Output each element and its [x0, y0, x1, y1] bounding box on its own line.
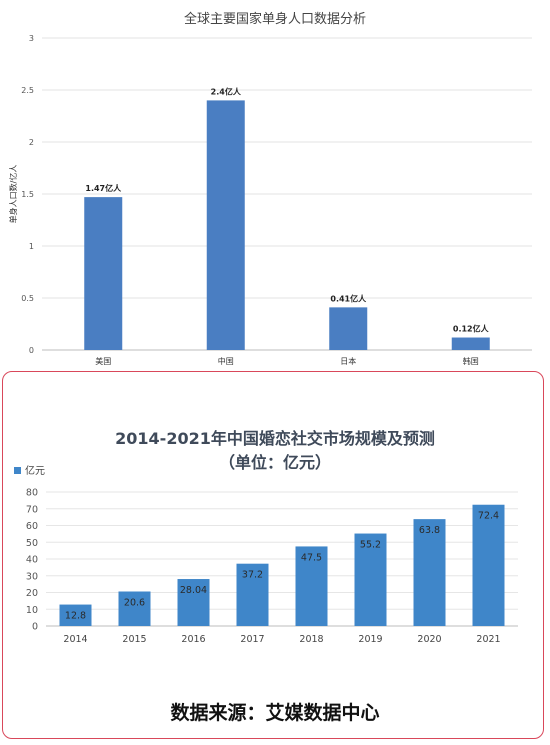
data-source: 数据来源：艾媒数据中心 — [170, 702, 380, 724]
data-label: 63.8 — [419, 525, 440, 536]
y-tick-label: 2.5 — [21, 86, 34, 95]
y-tick-label: 30 — [26, 571, 38, 582]
bar — [177, 579, 210, 626]
data-label: 12.8 — [65, 611, 86, 622]
y-tick-label: 0 — [29, 346, 34, 355]
market-chart-frame — [2, 371, 544, 739]
bar — [236, 563, 269, 626]
x-tick-label: 2019 — [358, 634, 382, 645]
x-tick-label: 2016 — [181, 634, 205, 645]
y-tick-label: 20 — [26, 588, 38, 599]
y-tick-label: 80 — [26, 488, 38, 499]
x-tick-label: 中国 — [218, 356, 234, 366]
data-label: 0.12亿人 — [453, 324, 490, 334]
data-label: 2.4亿人 — [211, 86, 242, 96]
y-tick-label: 1.5 — [21, 190, 34, 199]
data-label: 72.4 — [478, 511, 499, 522]
x-tick-label: 2015 — [122, 634, 146, 645]
bar — [295, 546, 328, 626]
x-tick-label: 2021 — [476, 634, 500, 645]
y-axis-label: 单身人口数/亿人 — [8, 165, 18, 224]
legend-label: 亿元 — [25, 464, 45, 477]
chart1-title: 全球主要国家单身人口数据分析 — [183, 12, 366, 27]
chart2-subtitle: （单位：亿元） — [218, 453, 331, 472]
x-tick-label: 2017 — [240, 634, 264, 645]
y-tick-label: 1 — [29, 242, 34, 251]
y-tick-label: 0.5 — [21, 294, 34, 303]
y-tick-label: 3 — [29, 34, 34, 43]
x-tick-label: 2014 — [63, 634, 87, 645]
market-size-chart: 亿元 0 10 20 30 40 50 60 70 80 12.8 2014 20.6 2015 28.04… — [14, 464, 518, 645]
data-label: 1.47亿人 — [85, 183, 122, 193]
y-tick-label: 50 — [26, 538, 38, 549]
y-tick-label: 0 — [32, 622, 38, 633]
x-tick-label: 2020 — [417, 634, 441, 645]
data-label: 20.6 — [124, 597, 145, 608]
y-tick-label: 2 — [29, 138, 34, 147]
bar — [451, 337, 490, 350]
data-label: 47.5 — [301, 552, 322, 563]
x-tick-label: 2018 — [299, 634, 323, 645]
x-tick-label: 日本 — [340, 356, 356, 366]
y-tick-label: 10 — [26, 605, 38, 616]
y-tick-label: 60 — [26, 521, 38, 532]
bar — [413, 519, 446, 626]
bar — [59, 604, 92, 626]
y-tick-label: 70 — [26, 504, 38, 515]
bar — [84, 197, 123, 350]
data-label: 28.04 — [180, 585, 207, 596]
data-label: 55.2 — [360, 540, 381, 551]
data-label: 37.2 — [242, 570, 263, 581]
bar — [329, 307, 368, 350]
x-tick-label: 韩国 — [463, 356, 479, 366]
y-tick-label: 40 — [26, 555, 38, 566]
bar — [472, 504, 505, 626]
x-tick-label: 美国 — [95, 356, 111, 366]
bar — [206, 100, 245, 351]
legend-swatch — [14, 467, 21, 474]
data-label: 0.41亿人 — [330, 293, 367, 303]
bar — [118, 591, 151, 626]
chart2-title: 2014-2021年中国婚恋社交市场规模及预测 — [115, 429, 435, 448]
bar — [354, 533, 387, 626]
